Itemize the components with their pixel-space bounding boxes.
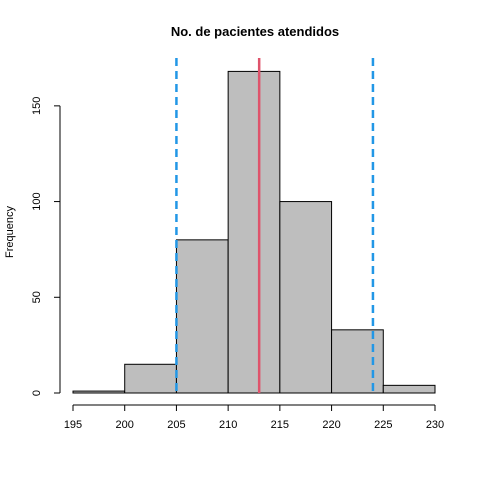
histogram-bars — [72, 70, 436, 394]
x-tick-label-225: 225 — [374, 419, 392, 431]
x-axis: 195 200 205 210 215 220 225 230 — [64, 404, 444, 431]
histogram-bar-220-225 — [331, 329, 384, 394]
x-tick-label-205: 205 — [167, 419, 185, 431]
chart-title: No. de pacientes atendidos — [171, 24, 339, 39]
y-tick-label-50: 50 — [31, 291, 43, 303]
histogram-bar-210-215 — [227, 70, 281, 394]
x-tick-label-230: 230 — [426, 419, 444, 431]
y-tick-label-150: 150 — [31, 97, 43, 115]
reference-lines — [175, 58, 375, 393]
histogram-bar-215-220 — [279, 201, 333, 394]
x-tick-label-220: 220 — [322, 419, 340, 431]
x-tick-label-200: 200 — [116, 419, 134, 431]
y-tick-label-0: 0 — [31, 390, 43, 396]
y-tick-label-100: 100 — [31, 192, 43, 210]
x-tick-label-210: 210 — [219, 419, 237, 431]
histogram-bar-200-205 — [124, 363, 177, 394]
x-tick-label-195: 195 — [64, 419, 82, 431]
y-axis-label: Frequency — [4, 206, 16, 258]
y-axis: 0 50 100 150 — [31, 97, 61, 396]
histogram-bar-205-210 — [175, 239, 229, 394]
histogram-bar-195-200 — [72, 390, 126, 394]
x-tick-label-215: 215 — [271, 419, 289, 431]
histogram-bar-225-230 — [382, 384, 436, 394]
